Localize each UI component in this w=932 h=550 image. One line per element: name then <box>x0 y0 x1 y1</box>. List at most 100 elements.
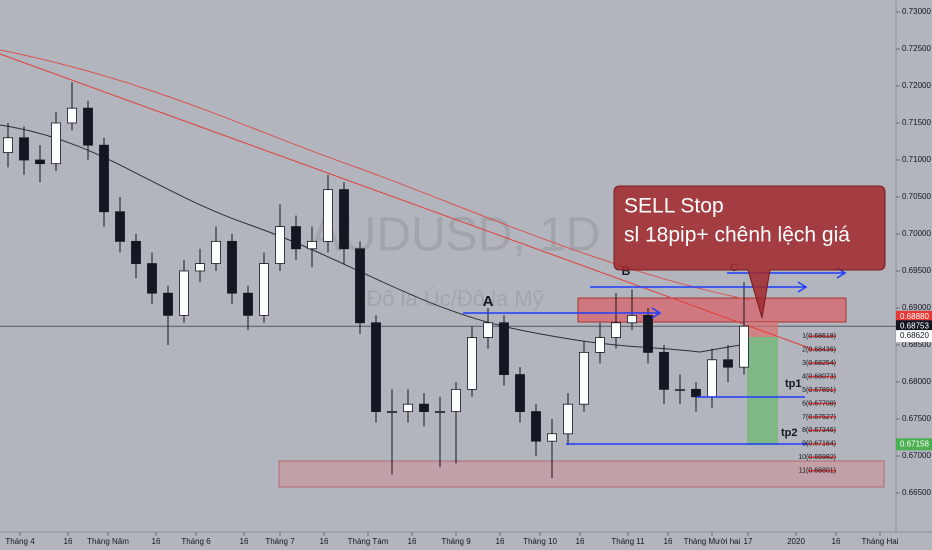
x-tick-label: Tháng 6 <box>181 537 211 546</box>
candles <box>3 82 749 479</box>
candle-body <box>323 189 333 242</box>
x-tick-label: Tháng 10 <box>523 537 557 546</box>
candle-body <box>211 240 221 264</box>
zones <box>278 297 885 488</box>
target-label: tp1 <box>785 378 802 390</box>
x-tick-label: Tháng 7 <box>265 537 295 546</box>
candle-body <box>675 388 685 391</box>
x-tick-label: 16 <box>832 537 841 546</box>
candle-body <box>515 374 525 412</box>
level-label: 10(0.66982) <box>798 454 836 461</box>
candle-body <box>643 314 653 353</box>
x-tick-label: Tháng 4 <box>5 537 35 546</box>
y-tick-label: 0.67000 <box>902 451 931 460</box>
candle-body <box>387 411 397 413</box>
price-label: 0.68753 <box>900 321 929 330</box>
candle-body <box>163 292 173 316</box>
candle-body <box>227 240 237 294</box>
candle-body <box>243 292 253 316</box>
x-tick-label: 16 <box>64 537 73 546</box>
support-zone <box>278 460 885 488</box>
candle-body <box>99 144 109 213</box>
candle-body <box>307 240 317 250</box>
candle-body <box>83 107 93 146</box>
price-label-bg <box>896 320 932 333</box>
x-tick-label: 16 <box>496 537 505 546</box>
candle-body <box>403 403 413 412</box>
price-label: 0.68620 <box>900 331 929 340</box>
price-label-bg <box>896 310 932 323</box>
candle-body <box>371 322 381 412</box>
moving-average-short <box>0 124 741 353</box>
candle-body <box>51 122 61 165</box>
x-tick-label: Tháng 9 <box>441 537 471 546</box>
level-label: 5(0.67891) <box>802 387 836 394</box>
candle-body <box>355 248 365 324</box>
y-tick-label: 0.72000 <box>902 81 931 90</box>
candle-body <box>339 189 349 250</box>
candle-body <box>531 411 541 442</box>
candle-body <box>115 211 125 242</box>
y-tick-label: 0.69500 <box>902 266 931 275</box>
candle-body <box>3 137 13 153</box>
x-tick-label: 16 <box>408 537 417 546</box>
candle-body <box>67 107 77 124</box>
price-label: 0.68880 <box>900 312 929 321</box>
price-label-bg <box>896 330 932 343</box>
level-label: 6(0.67709) <box>802 400 836 407</box>
candle-body <box>563 403 573 435</box>
point-label: A <box>483 293 494 310</box>
rays <box>463 267 847 445</box>
x-tick-label: 16 <box>152 537 161 546</box>
y-tick-label: 0.66500 <box>902 488 931 497</box>
candle-body <box>659 351 669 390</box>
level-label: 9(0.67164) <box>802 441 836 448</box>
candle-body <box>467 337 477 390</box>
y-tick-label: 0.73000 <box>902 7 931 16</box>
candle-body <box>595 337 605 353</box>
callout-text: sl 18pip+ chênh lệch giá <box>624 224 850 247</box>
candle-body <box>739 325 749 368</box>
candle-body <box>275 226 285 264</box>
candle-body <box>35 159 45 165</box>
y-tick-label: 0.68000 <box>902 377 931 386</box>
level-label: 2(0.68436) <box>802 347 836 354</box>
ray-b <box>590 281 808 293</box>
candle-body <box>131 240 141 264</box>
candle-body <box>723 359 733 368</box>
price-label-bg <box>896 438 932 451</box>
level-label: 4(0.68073) <box>802 373 836 380</box>
y-tick-label: 0.67500 <box>902 414 931 423</box>
callout-box <box>613 185 886 319</box>
x-tick-label: 16 <box>576 537 585 546</box>
candle-body <box>19 137 29 161</box>
reward-box <box>747 337 778 445</box>
sell-zone <box>577 297 847 323</box>
y-tick-label: 0.70500 <box>902 192 931 201</box>
candle-body <box>691 388 701 398</box>
candle-body <box>195 263 205 272</box>
y-tick-label: 0.72500 <box>902 44 931 53</box>
candle-body <box>499 322 509 375</box>
candle-body <box>451 388 461 412</box>
watermark-title: AUDUSD, 1D <box>310 209 601 262</box>
level-label: 11(0.66801) <box>799 468 836 475</box>
callout-text: SELL Stop <box>624 195 724 218</box>
x-tick-label: 16 <box>664 537 673 546</box>
candle-body <box>547 433 557 442</box>
indicators <box>0 49 816 353</box>
level-label: 7(0.67527) <box>802 414 836 421</box>
point-label: B <box>622 264 631 278</box>
level-label: 3(0.68254) <box>802 360 836 367</box>
level-label: 1(0.68618) <box>802 333 836 340</box>
candle-body <box>579 351 589 405</box>
x-tick-label: Tháng Hai <box>862 537 899 546</box>
candle-body <box>259 263 269 316</box>
price-label: 0.67158 <box>900 439 929 448</box>
target-label: tp2 <box>781 427 798 439</box>
y-tick-label: 0.71500 <box>902 118 931 127</box>
x-tick-label: 16 <box>320 537 329 546</box>
y-tick-label: 0.71000 <box>902 155 931 164</box>
